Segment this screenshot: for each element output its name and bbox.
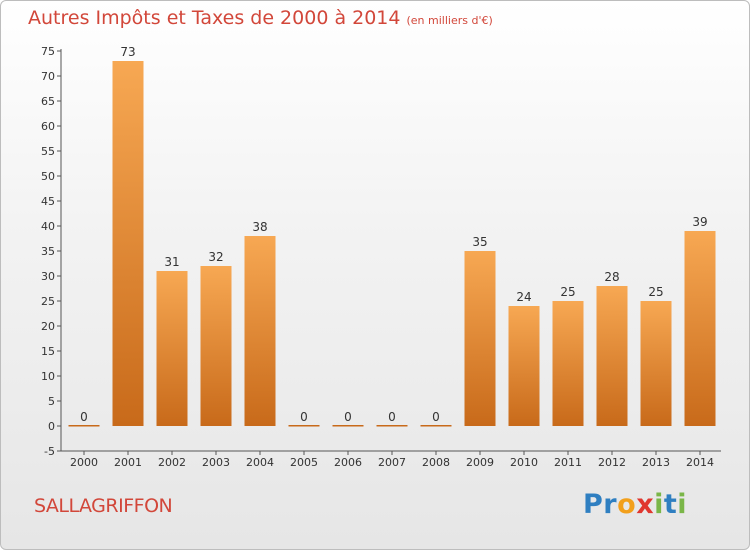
bar [156,271,188,426]
data-label: 0 [300,410,308,424]
logo-letter: x [636,489,655,520]
bar [684,231,716,426]
chart-unit: (en milliers d'€) [406,14,493,27]
data-label: 0 [388,410,396,424]
y-tick-label: 30 [41,270,55,283]
bar [596,286,628,426]
bar [200,266,232,426]
y-tick-label: 15 [41,345,55,358]
bar [112,61,144,426]
y-tick-label: 50 [41,170,55,183]
x-tick-label: 2014 [686,456,714,469]
y-tick-label: -5 [44,445,55,458]
data-label: 25 [648,285,663,299]
logo-letter: i [677,489,688,520]
x-tick-label: 2012 [598,456,626,469]
x-tick-label: 2005 [290,456,318,469]
data-label: 24 [516,290,531,304]
bar [508,306,540,426]
bar [420,425,452,427]
logo-letter: P [583,489,604,520]
bar [332,425,364,427]
data-label: 32 [208,250,223,264]
bar [464,251,496,426]
y-tick-label: 40 [41,220,55,233]
y-tick-label: 35 [41,245,55,258]
bar [376,425,408,427]
data-label: 0 [432,410,440,424]
y-tick-label: 75 [41,45,55,58]
chart-title-text: Autres Impôts et Taxes de 2000 à 2014 [28,7,401,29]
data-label: 0 [344,410,352,424]
y-tick-label: 25 [41,295,55,308]
data-label: 35 [472,235,487,249]
y-tick-label: 0 [48,420,55,433]
y-tick-label: 65 [41,95,55,108]
x-tick-label: 2009 [466,456,494,469]
chart-bars [68,61,716,427]
x-tick-label: 2011 [554,456,582,469]
y-tick-label: 60 [41,120,55,133]
data-label: 28 [604,270,619,284]
x-tick-label: 2003 [202,456,230,469]
logo-letter: t [663,489,678,520]
chart-axes: -5 0 5 10 15 20 25 30 35 40 45 50 55 60 65 70 75 2000 2001… [41,45,721,469]
bar [640,301,672,426]
y-tick-label: 70 [41,70,55,83]
x-tick-label: 2001 [114,456,142,469]
bar [244,236,276,426]
y-tick-label: 55 [41,145,55,158]
x-tick-label: 2007 [378,456,406,469]
x-tick-label: 2002 [158,456,186,469]
x-tick-label: 2010 [510,456,538,469]
x-tick-label: 2013 [642,456,670,469]
x-tick-label: 2006 [334,456,362,469]
bar [68,425,100,427]
chart-title: Autres Impôts et Taxes de 2000 à 2014 (en… [28,7,493,29]
y-tick-label: 5 [48,395,55,408]
data-label: 31 [164,255,179,269]
x-tick-label: 2004 [246,456,274,469]
commune-name: SALLAGRIFFON [34,495,173,517]
data-label: 39 [692,215,707,229]
data-label: 38 [252,220,267,234]
x-tick-label: 2000 [70,456,98,469]
bar [288,425,320,427]
logo-letter: r [603,489,618,520]
logo-letter: i [654,489,664,520]
bar [552,301,584,426]
data-label: 73 [120,45,135,59]
chart-labels: 0 73 31 32 38 0 0 0 0 35 24 25 28 25 39 [80,45,707,424]
x-tick-label: 2008 [422,456,450,469]
data-label: 25 [560,285,575,299]
data-label: 0 [80,410,88,424]
y-tick-label: 10 [41,370,55,383]
logo-letter: o [617,489,637,520]
y-tick-label: 20 [41,320,55,333]
proxiti-logo[interactable]: Proxiti [583,489,687,520]
y-tick-label: 45 [41,195,55,208]
